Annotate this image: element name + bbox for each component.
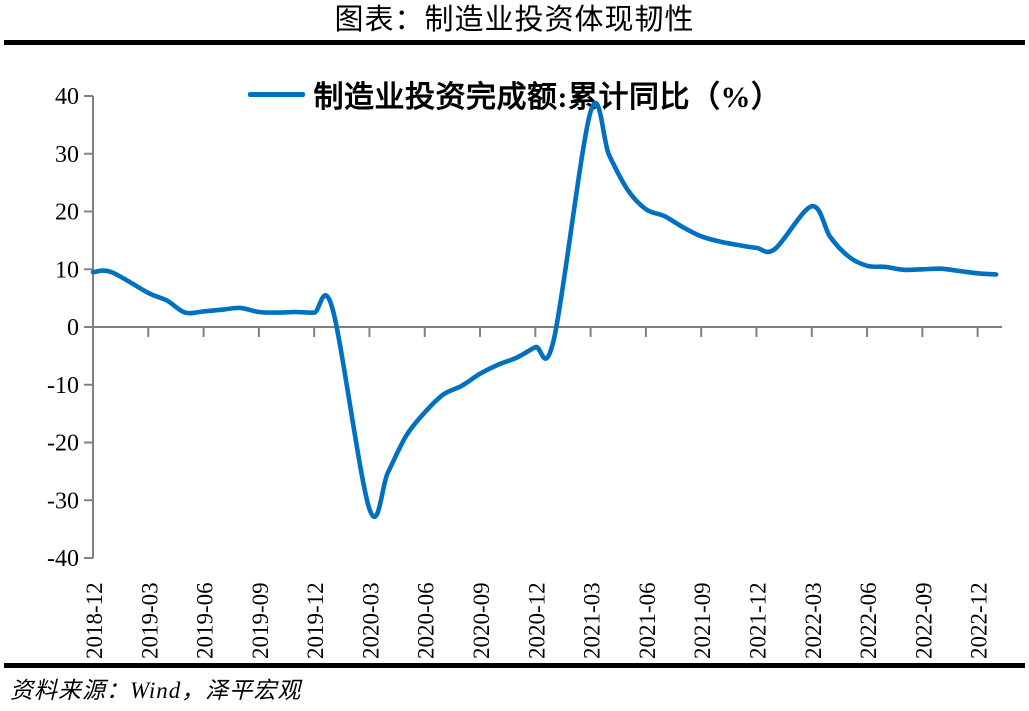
x-axis-tick-label: 2020-09 — [469, 582, 494, 659]
y-axis-tick-label: 10 — [55, 257, 79, 283]
chart-title: 图表：制造业投资体现韧性 — [334, 4, 695, 36]
title-divider-rule — [4, 40, 1025, 45]
x-axis-tick-label: 2019-12 — [303, 582, 328, 659]
x-axis-tick-label: 2019-03 — [137, 582, 162, 659]
y-axis-tick-label: -30 — [47, 488, 79, 514]
x-axis-tick-label: 2020-06 — [414, 582, 439, 659]
x-axis-tick-label: 2022-12 — [967, 582, 992, 659]
y-axis-tick-label: 20 — [55, 200, 79, 226]
x-axis-tick-label: 2021-12 — [745, 582, 770, 659]
x-axis-tick-label: 2021-03 — [580, 582, 605, 659]
x-axis-tick-label: 2020-03 — [358, 582, 383, 659]
x-axis-tick-label: 2022-03 — [801, 582, 826, 659]
x-axis-tick-label: 2020-12 — [524, 582, 549, 659]
x-axis-tick-label: 2019-09 — [248, 582, 273, 659]
y-axis-tick-label: -40 — [47, 546, 79, 572]
source-note: 资料来源：Wind，泽平宏观 — [10, 678, 302, 703]
x-axis-tick-label: 2021-06 — [635, 582, 660, 659]
y-axis-tick-label: 0 — [67, 315, 79, 341]
y-axis-tick-label: -10 — [47, 373, 79, 399]
x-axis-tick-label: 2019-06 — [193, 582, 218, 659]
y-axis-tick-label: 40 — [55, 84, 79, 110]
legend-label: 制造业投资完成额:累计同比（%） — [313, 81, 782, 114]
x-axis-tick-label: 2022-09 — [911, 582, 936, 659]
legend: 制造业投资完成额:累计同比（%） — [0, 72, 1029, 116]
legend-line-swatch — [247, 91, 305, 97]
series-line — [90, 100, 999, 520]
y-axis-tick-label: -20 — [47, 431, 79, 457]
bottom-divider-rule — [4, 663, 1025, 668]
x-axis-tick-label: 2018-12 — [82, 582, 107, 659]
y-axis-tick-label: 30 — [55, 142, 79, 168]
x-axis-tick-label: 2021-09 — [690, 582, 715, 659]
x-axis-tick-label: 2022-06 — [856, 582, 881, 659]
